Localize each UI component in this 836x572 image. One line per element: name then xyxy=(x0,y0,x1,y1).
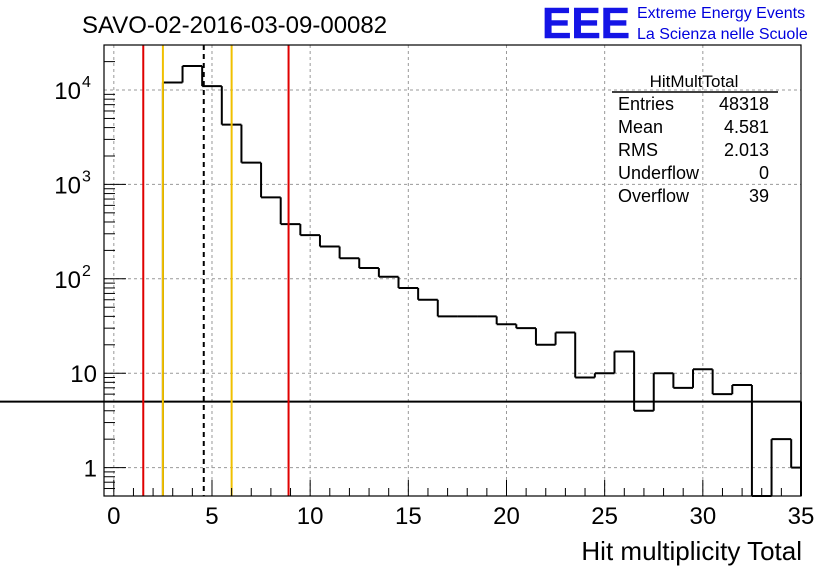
y-tick-exponent: 4 xyxy=(82,74,91,91)
x-tick-label: 25 xyxy=(591,503,618,530)
stats-label: Overflow xyxy=(618,186,690,206)
run-title: SAVO-02-2016-03-09-00082 xyxy=(82,12,387,39)
stats-label: Mean xyxy=(618,117,663,137)
stats-label: RMS xyxy=(618,140,658,160)
x-tick-label: 10 xyxy=(297,503,324,530)
stats-title: HitMultTotal xyxy=(650,72,739,91)
logo-subtitle-1: Extreme Energy Events xyxy=(637,5,805,22)
stats-box: HitMultTotal Entries 48318 Mean 4.581 RMS 2.0… xyxy=(612,72,778,206)
x-axis: 0 5 10 15 20 25 30 35 xyxy=(107,480,814,530)
x-tick-label: 30 xyxy=(689,503,716,530)
stats-value: 39 xyxy=(749,186,769,206)
stats-label: Underflow xyxy=(618,163,700,183)
x-tick-label: 35 xyxy=(788,503,815,530)
x-tick-label: 5 xyxy=(205,503,218,530)
y-tick-label: 10 xyxy=(54,78,81,105)
cut-lines xyxy=(142,45,290,496)
stats-value: 48318 xyxy=(719,94,769,114)
y-tick-label: 10 xyxy=(54,267,81,294)
y-tick-label: 10 xyxy=(54,172,81,199)
x-tick-label: 15 xyxy=(395,503,422,530)
x-axis-label: Hit multiplicity Total xyxy=(581,536,802,566)
logo-subtitle-2: La Scienza nelle Scuole xyxy=(637,26,808,43)
y-tick-exponent: 3 xyxy=(82,168,91,185)
y-tick-exponent: 2 xyxy=(82,263,91,280)
stats-value: 2.013 xyxy=(724,140,769,160)
y-tick-label: 1 xyxy=(84,456,97,483)
stats-rows: Entries 48318 Mean 4.581 RMS 2.013 Underflow 0 O… xyxy=(618,94,769,206)
x-tick-label: 0 xyxy=(107,503,120,530)
histogram-bars xyxy=(0,64,802,497)
y-tick-label: 10 xyxy=(70,361,97,388)
stats-value: 0 xyxy=(759,163,769,183)
x-tick-label: 20 xyxy=(493,503,520,530)
plot-frame xyxy=(103,44,802,497)
stats-label: Entries xyxy=(618,94,674,114)
grid xyxy=(104,45,801,496)
eee-logo: EEE xyxy=(542,0,630,48)
stats-value: 4.581 xyxy=(724,117,769,137)
